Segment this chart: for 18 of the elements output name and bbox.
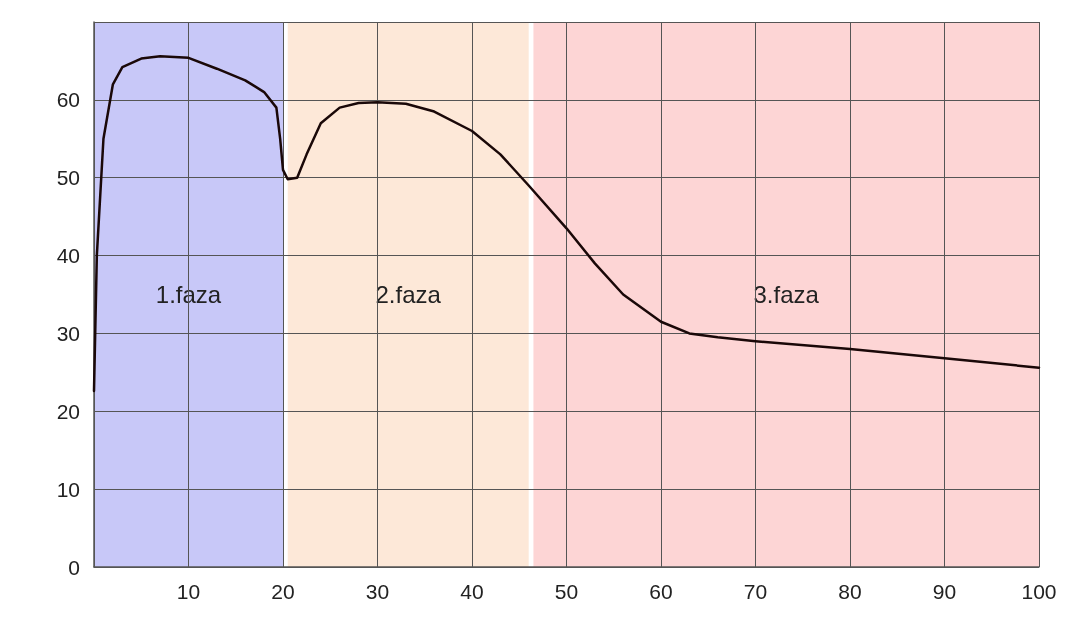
x-tick-label: 10 [176,580,201,603]
x-tick-label: 30 [365,580,390,603]
x-tick-label: 50 [554,580,579,603]
x-tick-label: 90 [932,580,957,603]
x-tick-label: 100 [1021,580,1057,603]
y-tick-label: 0 [68,555,80,579]
y-tick-label: 50 [56,166,80,190]
y-tick-label: 30 [56,321,80,345]
x-tick-label: 80 [838,580,862,603]
line-series [92,55,1041,393]
y-tick-label: 20 [56,399,80,423]
x-tick-label: 60 [649,580,673,603]
y-tick-label: 10 [56,477,80,501]
y-tick-label: 60 [56,88,80,112]
x-tick-label: 70 [743,580,768,603]
y-tick-label: 40 [56,244,80,268]
x-tick-label: 40 [460,580,484,603]
x-tick-label: 20 [271,580,295,603]
